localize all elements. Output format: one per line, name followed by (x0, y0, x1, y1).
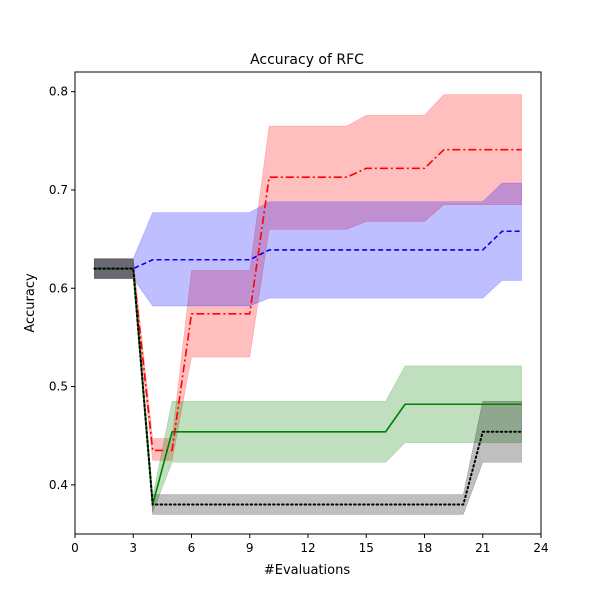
x-tick-label: 24 (533, 541, 548, 555)
y-tick-label: 0.7 (49, 183, 68, 197)
x-axis-ticks: 0 3 6 9 12 15 18 21 24 (71, 534, 549, 555)
series-line-red (94, 148, 522, 452)
x-axis-label: #Evaluations (264, 563, 350, 578)
y-axis-label: Accuracy (23, 273, 38, 333)
y-tick-label: 0.8 (49, 85, 68, 99)
series-lines (93, 148, 523, 506)
x-tick-label: 15 (359, 541, 374, 555)
series-line-blue (94, 230, 522, 270)
x-tick-label: 21 (475, 541, 490, 555)
y-axis-ticks: 0.4 0.5 0.6 0.7 0.8 (49, 85, 75, 492)
x-tick-label: 9 (246, 541, 254, 555)
x-tick-label: 12 (300, 541, 315, 555)
series-line-black (93, 267, 523, 506)
x-tick-label: 3 (129, 541, 137, 555)
y-tick-label: 0.4 (49, 478, 68, 492)
y-tick-label: 0.6 (49, 281, 68, 295)
series-line-green (94, 267, 522, 506)
band-green (94, 258, 522, 513)
band-blue (94, 182, 522, 307)
x-tick-label: 0 (71, 541, 79, 555)
chart-title: Accuracy of RFC (250, 52, 364, 68)
confidence-bands (94, 94, 522, 515)
x-tick-label: 18 (417, 541, 432, 555)
x-tick-label: 6 (188, 541, 196, 555)
y-tick-label: 0.5 (49, 380, 68, 394)
band-black (94, 258, 522, 515)
band-red (94, 94, 522, 461)
